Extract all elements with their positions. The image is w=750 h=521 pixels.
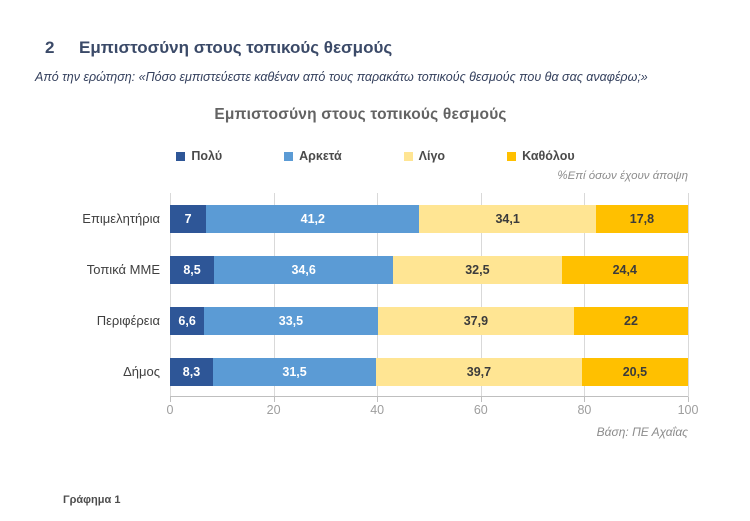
stacked-bar: 7 41,2 34,1 17,8 (170, 204, 688, 233)
bar-segment-Πολύ: 7 (170, 204, 207, 233)
legend: Πολύ Αρκετά Λίγο Καθόλου (63, 149, 688, 163)
bar-segment-Καθόλου: 24,4 (561, 255, 688, 284)
gridline (170, 193, 171, 397)
bar-segment-Καθόλου: 17,8 (595, 204, 688, 233)
chart: Εμπιστοσύνη στους τοπικούς θεσμούς Πολύ Α… (63, 106, 699, 419)
legend-label: Πολύ (191, 149, 223, 163)
legend-swatch-icon (284, 151, 294, 161)
legend-item-3: Λίγο (403, 149, 446, 163)
bar-segment-Αρκετά: 31,5 (212, 357, 377, 386)
bar-row: 6,6 33,5 37,9 22 (170, 295, 688, 346)
bar-segment-Αρκετά: 33,5 (204, 306, 378, 335)
x-axis-spacer (63, 403, 170, 419)
chart-note: %Επί όσων έχουν άποψη (557, 170, 688, 182)
figure-caption: Γράφημα 1 (63, 494, 121, 506)
bar-row: 8,5 34,6 32,5 24,4 (170, 244, 688, 295)
legend-label: Λίγο (418, 149, 446, 163)
bar-area: 7 41,2 34,1 17,8 8,5 34,6 32,5 24,4 6,6 33,5 37,9 2… (170, 193, 689, 402)
legend-label: Αρκετά (299, 149, 342, 163)
gridline (688, 193, 689, 397)
x-axis: 0 20 40 60 80 100 (63, 403, 699, 419)
bar-segment-Καθόλου: 22 (574, 306, 688, 335)
axis-tick (584, 397, 586, 402)
legend-item-4: Καθόλου (507, 149, 575, 163)
axis-tick (377, 397, 379, 402)
bar-segment-Πολύ: 8,3 (170, 357, 213, 386)
legend-swatch-icon (176, 151, 186, 161)
bar-segment-Λίγο: 37,9 (377, 306, 575, 335)
stacked-bar: 8,5 34,6 32,5 24,4 (170, 255, 688, 284)
category-label: Επιμελητήρια (82, 211, 160, 226)
gridline (480, 193, 482, 397)
x-axis-line (170, 396, 688, 397)
x-tick-label: 80 (577, 403, 592, 417)
bar-segment-Πολύ: 8,5 (170, 255, 215, 284)
legend-item-2: Αρκετά (284, 149, 342, 163)
bar-segment-Αρκετά: 34,6 (214, 255, 394, 284)
gridline (377, 193, 379, 397)
category-label: Τοπικά ΜΜΕ (86, 262, 160, 277)
gridline (584, 193, 586, 397)
bar-row: 8,3 31,5 39,7 20,5 (170, 346, 688, 397)
base-note: Βάση: ΠΕ Αχαΐας (596, 425, 688, 439)
bar-rows: 7 41,2 34,1 17,8 8,5 34,6 32,5 24,4 6,6 33,5 37,9 2… (170, 193, 688, 397)
x-tick-label: 60 (473, 403, 488, 417)
stacked-bar: 6,6 33,5 37,9 22 (170, 306, 688, 335)
bar-segment-Λίγο: 39,7 (376, 357, 582, 386)
legend-swatch-icon (403, 151, 413, 161)
axis-tick (480, 397, 482, 402)
gridline (273, 193, 275, 397)
category-label: Δήμος (123, 364, 160, 379)
stacked-bar: 8,3 31,5 39,7 20,5 (170, 357, 688, 386)
legend-swatch-icon (507, 151, 517, 161)
axis-tick (273, 397, 275, 402)
bar-segment-Αρκετά: 41,2 (206, 204, 420, 233)
bar-row: 7 41,2 34,1 17,8 (170, 193, 688, 244)
x-tick-label: 100 (677, 403, 699, 417)
legend-label: Καθόλου (522, 149, 575, 163)
x-tick-label: 20 (266, 403, 281, 417)
survey-question: Από την ερώτηση: «Πόσο εμπιστεύεστε καθέ… (35, 70, 648, 84)
x-tick-label: 40 (370, 403, 385, 417)
bar-segment-Πολύ: 6,6 (170, 306, 205, 335)
axis-tick (170, 397, 171, 402)
bar-segment-Καθόλου: 20,5 (581, 357, 688, 386)
section-number: 2 (45, 38, 55, 57)
page: 2 Εμπιστοσύνη στους τοπικούς θεσμούς Από… (0, 38, 750, 521)
bar-segment-Λίγο: 32,5 (393, 255, 562, 284)
x-axis-labels: 0 20 40 60 80 100 (166, 403, 699, 419)
chart-title: Εμπιστοσύνη στους τοπικούς θεσμούς (214, 106, 507, 123)
category-label: Περιφέρεια (96, 313, 160, 328)
x-tick-label: 0 (166, 403, 174, 417)
section-heading: 2 Εμπιστοσύνη στους τοπικούς θεσμούς (45, 38, 750, 58)
legend-item-1: Πολύ (176, 149, 222, 163)
category-axis: Επιμελητήρια Τοπικά ΜΜΕ Περιφέρεια Δήμος (63, 193, 170, 397)
axis-tick (688, 397, 689, 402)
section-title: Εμπιστοσύνη στους τοπικούς θεσμούς (79, 38, 393, 57)
bar-segment-Λίγο: 34,1 (419, 204, 596, 233)
